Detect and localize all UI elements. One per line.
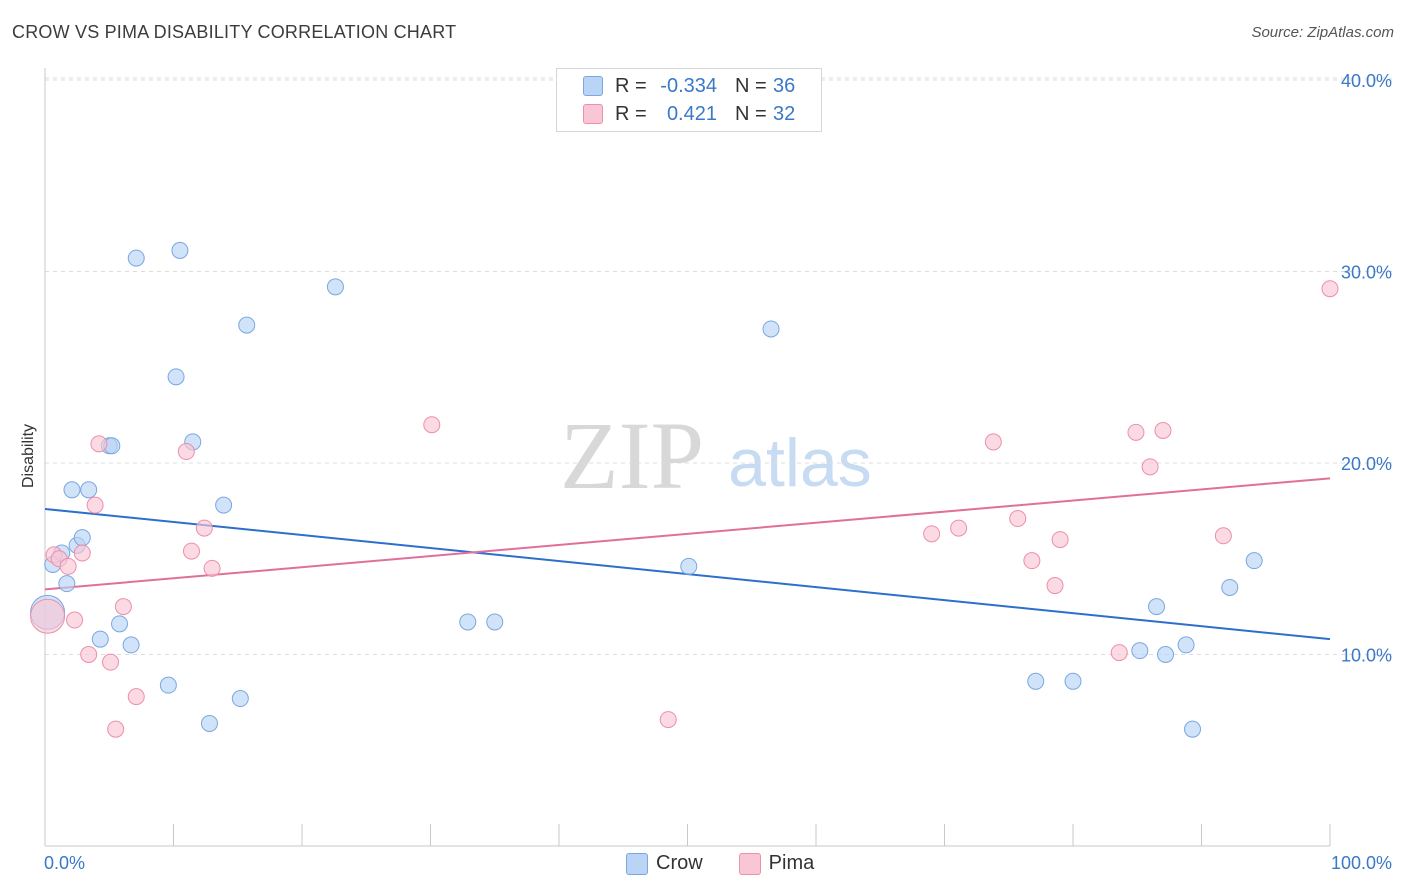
data-points — [30, 241, 1339, 738]
crow-point-33 — [1177, 636, 1195, 654]
crow-point-31 — [1148, 598, 1166, 616]
pima-swatch — [583, 104, 603, 124]
pima-point-23 — [1023, 552, 1041, 570]
legend-item-crow[interactable]: Crow — [626, 852, 703, 875]
pima-point-3 — [59, 557, 77, 575]
pima-point-28 — [1141, 458, 1159, 476]
crow-r-label: R = — [615, 74, 647, 97]
x-tick-label-0: 0.0% — [44, 853, 85, 873]
y-tick-label-40: 40.0% — [1341, 71, 1392, 91]
pima-point-4 — [66, 611, 84, 629]
series-legend: Crow Pima — [626, 852, 850, 875]
correlation-legend: R = -0.334 N = 36 R = 0.421 N = 32 — [556, 68, 822, 132]
crow-point-29 — [1064, 672, 1082, 690]
pima-point-21 — [984, 433, 1002, 451]
axes — [44, 68, 1331, 847]
pima-point-13 — [177, 443, 195, 461]
pima-point-8 — [90, 435, 108, 453]
y-tick-label-20: 20.0% — [1341, 454, 1392, 474]
pima-point-6 — [80, 646, 98, 663]
pima-point-27 — [1127, 423, 1145, 441]
crow-point-12 — [122, 636, 140, 654]
pima-point-7 — [86, 496, 104, 514]
crow-point-7 — [80, 481, 98, 499]
source-label: Source: ZipAtlas.com — [1251, 24, 1394, 41]
crow-point-14 — [159, 676, 177, 694]
crow-point-30 — [1131, 642, 1149, 660]
pima-point-31 — [1321, 280, 1339, 298]
pima-point-20 — [950, 519, 968, 537]
pima-point-29 — [1154, 421, 1172, 439]
pima-n-value: 32 — [773, 102, 796, 125]
pima-point-14 — [182, 542, 200, 560]
crow-point-15 — [167, 368, 185, 386]
y-axis-label: Disability — [20, 424, 37, 488]
crow-swatch — [583, 76, 603, 96]
pima-point-15 — [195, 519, 213, 537]
crow-point-32 — [1157, 646, 1175, 663]
chart-title: CROW VS PIMA DISABILITY CORRELATION CHAR… — [12, 22, 457, 42]
crow-point-16 — [171, 241, 189, 259]
crow-point-11 — [111, 615, 129, 633]
x-tick-label-100: 100.0% — [1331, 853, 1392, 873]
crow-point-21 — [238, 316, 256, 334]
crow-point-25 — [680, 557, 698, 575]
y-tick-label-30: 30.0% — [1341, 263, 1392, 283]
pima-n-label: N = — [735, 102, 767, 125]
pima-point-18 — [659, 711, 677, 729]
pima-point-10 — [114, 598, 132, 616]
watermark-zip: ZIP — [560, 402, 704, 509]
crow-point-35 — [1245, 552, 1263, 570]
gridlines — [45, 77, 1392, 655]
crow-point-34 — [1221, 578, 1239, 596]
pima-point-24 — [1051, 531, 1069, 549]
watermark: ZIP atlas — [560, 402, 872, 509]
crow-point-23 — [459, 613, 477, 631]
crow-point-28 — [1027, 672, 1045, 690]
pima-r-label: R = — [615, 102, 647, 125]
pima-point-25 — [1046, 577, 1064, 595]
pima-point-17 — [423, 416, 441, 434]
crow-point-24 — [486, 613, 504, 631]
pima-legend-label: Pima — [768, 852, 815, 874]
pima-point-19 — [923, 525, 941, 543]
pima-point-12 — [127, 688, 145, 706]
crow-point-20 — [231, 690, 249, 708]
crow-point-4 — [63, 481, 81, 499]
crow-r-value: -0.334 — [660, 74, 717, 97]
pima-point-26 — [1110, 644, 1128, 662]
crow-point-13 — [127, 249, 145, 267]
crow-legend-swatch — [626, 852, 648, 875]
crow-point-8 — [91, 630, 109, 648]
crow-point-18 — [200, 714, 218, 732]
crow-point-19 — [215, 496, 233, 514]
pima-trend-line — [44, 477, 1331, 591]
pima-point-30 — [1214, 527, 1232, 545]
legend-item-pima[interactable]: Pima — [738, 852, 815, 875]
crow-point-22 — [326, 278, 344, 296]
pima-point-22 — [1009, 510, 1027, 528]
crow-point-6 — [73, 529, 91, 547]
crow-n-value: 36 — [773, 74, 796, 97]
pima-point-9 — [102, 653, 120, 671]
legend-row-pima: R = 0.421 N = 32 — [583, 101, 795, 127]
legend-row-crow: R = -0.334 N = 36 — [583, 73, 795, 99]
pima-point-5 — [73, 544, 91, 562]
crow-point-27 — [1184, 720, 1202, 738]
pima-point-11 — [107, 720, 125, 738]
y-tick-label-10: 10.0% — [1341, 646, 1392, 666]
tick-labels: 10.0% 20.0% 30.0% 40.0% 0.0% 100.0% — [44, 71, 1392, 873]
crow-point-3 — [58, 575, 76, 593]
pima-point-16 — [203, 559, 221, 577]
pima-legend-swatch — [738, 852, 761, 875]
crow-n-label: N = — [735, 74, 767, 97]
pima-point-0 — [30, 598, 66, 634]
pima-r-value: 0.421 — [666, 102, 717, 125]
crow-legend-label: Crow — [656, 852, 703, 874]
crow-point-26 — [762, 320, 780, 338]
